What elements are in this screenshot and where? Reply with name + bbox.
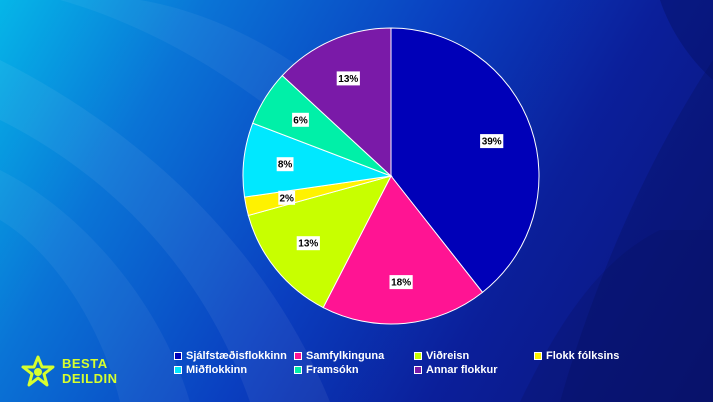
legend-item-samfylkinguna: Samfylkinguna: [294, 350, 414, 362]
pie-slice: [281, 27, 392, 178]
svg-text:2%: 2%: [279, 193, 294, 204]
pie-data-label: 13%: [296, 236, 320, 251]
legend-label: Flokk fólksins: [546, 350, 620, 362]
legend-label: Viðreisn: [426, 350, 470, 362]
legend-swatch: [534, 352, 542, 360]
svg-text:6%: 6%: [293, 115, 308, 126]
legend-swatch: [414, 352, 422, 360]
svg-text:8%: 8%: [278, 160, 293, 171]
legend-label: Annar flokkur: [426, 364, 498, 376]
legend-swatch: [174, 366, 182, 374]
svg-text:39%: 39%: [482, 137, 502, 148]
pie-data-label: 18%: [389, 275, 413, 290]
svg-text:13%: 13%: [298, 239, 318, 250]
legend-label: Sjálfstæðisflokkinn: [186, 350, 287, 362]
legend-item-flokk-folksins: Flokk fólksins: [534, 350, 654, 362]
svg-text:13%: 13%: [338, 74, 358, 85]
besta-deildin-logo: BESTA DEILDIN: [18, 354, 128, 394]
chart-legend: Sjálfstæðisflokkinn Samfylkinguna Viðrei…: [174, 350, 694, 376]
logo-text: BESTA DEILDIN: [62, 356, 118, 386]
logo-line-2: DEILDIN: [62, 371, 118, 386]
legend-swatch: [174, 352, 182, 360]
svg-text:18%: 18%: [391, 278, 411, 289]
legend-label: Samfylkinguna: [306, 350, 385, 362]
legend-label: Miðflokkinn: [186, 364, 248, 376]
pie-slice: [390, 27, 540, 294]
pie-slice: [322, 175, 484, 325]
pie-data-label: 13%: [336, 71, 360, 86]
legend-label: Framsókn: [306, 364, 359, 376]
pie-data-label: 39%: [480, 134, 504, 149]
legend-swatch: [294, 366, 302, 374]
legend-item-vidreisn: Viðreisn: [414, 350, 534, 362]
legend-swatch: [414, 366, 422, 374]
pie-data-label: 2%: [278, 190, 296, 205]
legend-item-annar-flokkur: Annar flokkur: [414, 364, 534, 376]
legend-item-midflokkinn: Miðflokkinn: [174, 364, 294, 376]
legend-item-sjalfstaedisflokkinn: Sjálfstæðisflokkinn: [174, 350, 294, 362]
logo-line-1: BESTA: [62, 356, 108, 371]
legend-item-framsokn: Framsókn: [294, 364, 414, 376]
pie-data-label: 8%: [276, 157, 294, 172]
pie-data-label: 6%: [292, 112, 309, 127]
legend-swatch: [294, 352, 302, 360]
star-logo-icon: [21, 355, 55, 387]
